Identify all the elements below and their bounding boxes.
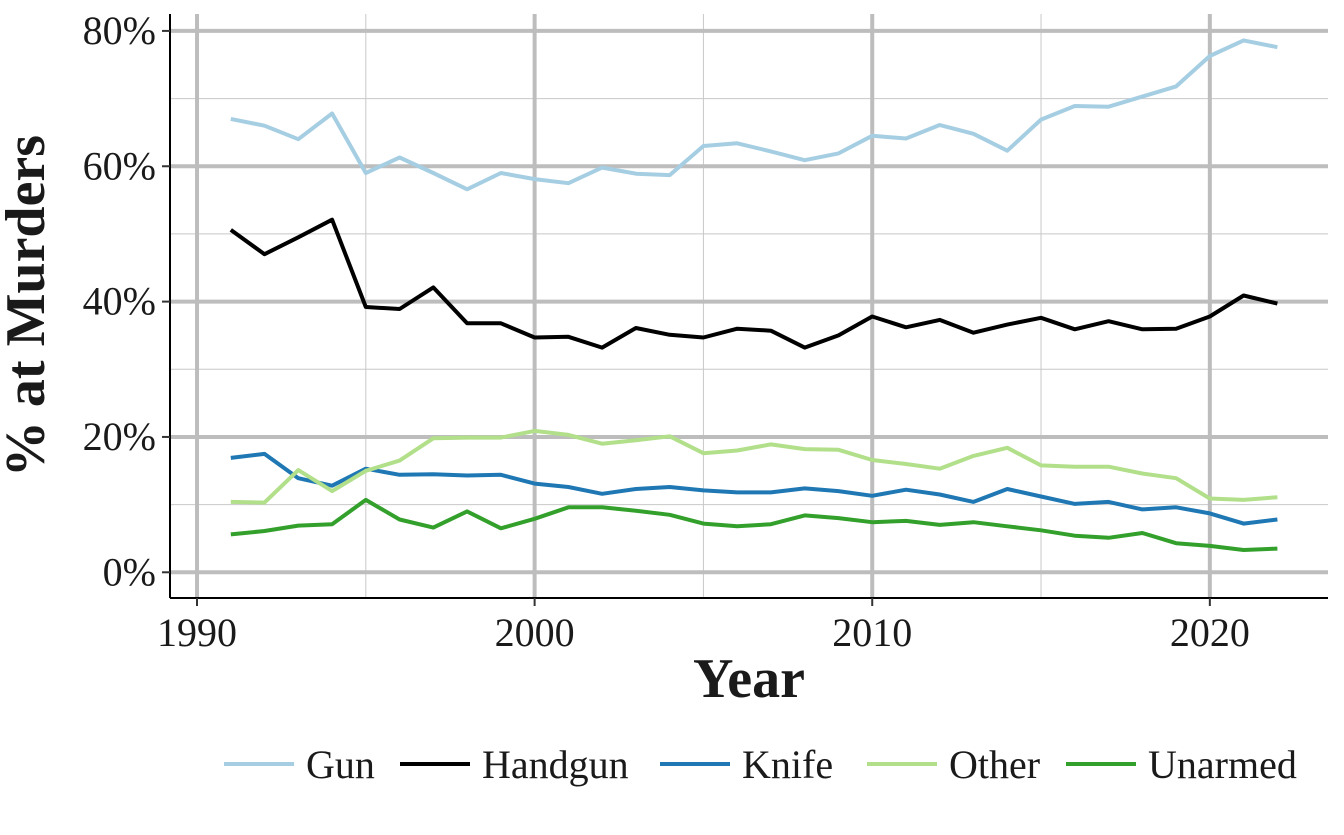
legend: Gun Handgun Knife Other Unarmed: [224, 742, 1297, 787]
y-tick-label: 20%: [83, 414, 156, 459]
legend-label-gun: Gun: [306, 742, 375, 787]
x-axis-title: Year: [693, 648, 805, 710]
series-line-gun: [230, 38, 1278, 192]
series-line-unarmed: [230, 497, 1278, 552]
x-tick-label: 2010: [832, 610, 912, 655]
series-line-knife: [230, 451, 1278, 526]
series-line-other: [230, 428, 1278, 505]
series-line-handgun: [229, 217, 1278, 350]
axes: [162, 14, 1328, 606]
x-tick-label: 1990: [157, 610, 237, 655]
y-tick-label: 80%: [83, 8, 156, 53]
legend-label-knife: Knife: [742, 742, 833, 787]
x-tick-label: 2000: [495, 610, 575, 655]
series-lines: [229, 38, 1278, 552]
legend-label-other: Other: [949, 742, 1040, 787]
legend-label-unarmed: Unarmed: [1148, 742, 1297, 787]
y-tick-label: 60%: [83, 143, 156, 188]
y-tick-label: 40%: [83, 279, 156, 324]
y-axis-title: % at Murders: [0, 135, 57, 477]
tick-labels: 0% 20% 40% 60% 80% 1990 2000 2010 2020: [83, 8, 1250, 655]
y-tick-label: 0%: [103, 549, 156, 594]
legend-label-handgun: Handgun: [482, 742, 629, 787]
x-tick-label: 2020: [1170, 610, 1250, 655]
